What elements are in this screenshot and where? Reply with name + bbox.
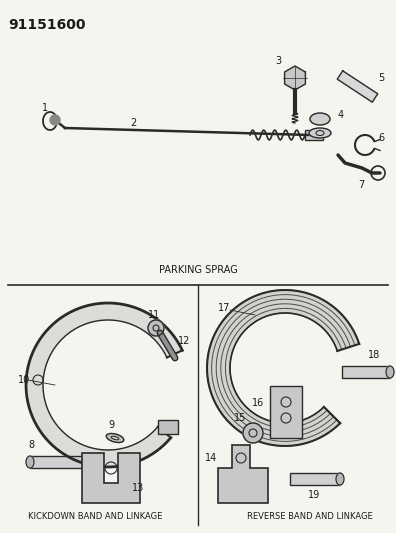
Text: 11: 11: [148, 310, 160, 320]
Text: 91151600: 91151600: [8, 18, 86, 32]
Polygon shape: [26, 303, 182, 467]
Text: 3: 3: [275, 56, 281, 66]
Text: 15: 15: [234, 413, 246, 423]
Polygon shape: [207, 290, 359, 446]
Text: 14: 14: [205, 453, 217, 463]
Circle shape: [243, 423, 263, 443]
Bar: [342, 366, 390, 378]
Text: 1: 1: [42, 103, 48, 113]
Polygon shape: [337, 71, 378, 102]
Text: 16: 16: [252, 398, 264, 408]
Bar: [30, 456, 82, 468]
Text: 2: 2: [130, 118, 136, 128]
Ellipse shape: [309, 128, 331, 138]
Text: 4: 4: [338, 110, 344, 120]
Bar: [270, 386, 302, 438]
Text: 13: 13: [132, 483, 144, 493]
Text: 8: 8: [28, 440, 34, 450]
Text: 7: 7: [358, 180, 364, 190]
Polygon shape: [218, 445, 268, 503]
Text: 17: 17: [218, 303, 230, 313]
Text: REVERSE BAND AND LINKAGE: REVERSE BAND AND LINKAGE: [247, 512, 373, 521]
Ellipse shape: [386, 366, 394, 378]
Text: 10: 10: [18, 375, 30, 385]
Circle shape: [148, 320, 164, 336]
Text: PARKING SPRAG: PARKING SPRAG: [159, 265, 237, 275]
Polygon shape: [158, 420, 178, 434]
Text: 6: 6: [378, 133, 384, 143]
Bar: [290, 473, 340, 485]
Text: 12: 12: [178, 336, 190, 346]
Ellipse shape: [26, 456, 34, 468]
Ellipse shape: [336, 473, 344, 485]
Text: 5: 5: [378, 73, 384, 83]
Bar: [305, 130, 323, 140]
Text: 9: 9: [108, 420, 114, 430]
Text: 19: 19: [308, 490, 320, 500]
Text: KICKDOWN BAND AND LINKAGE: KICKDOWN BAND AND LINKAGE: [28, 512, 162, 521]
Ellipse shape: [106, 433, 124, 442]
Polygon shape: [285, 66, 305, 90]
Polygon shape: [82, 453, 140, 503]
Ellipse shape: [310, 113, 330, 125]
Text: 18: 18: [368, 350, 380, 360]
Circle shape: [50, 115, 60, 125]
